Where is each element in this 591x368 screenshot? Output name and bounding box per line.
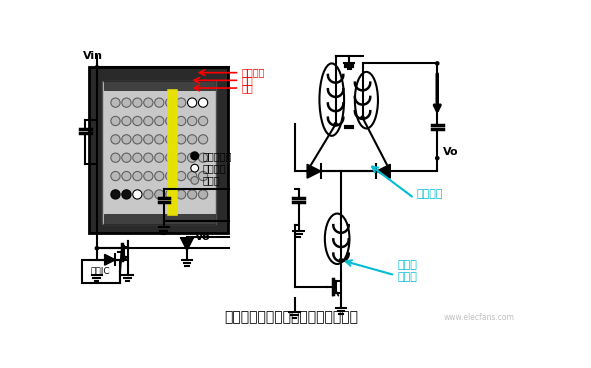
Circle shape (187, 153, 197, 162)
Circle shape (133, 98, 142, 107)
Circle shape (199, 135, 207, 144)
Circle shape (177, 190, 186, 199)
Circle shape (144, 116, 153, 125)
Circle shape (165, 98, 175, 107)
Polygon shape (181, 238, 193, 251)
Circle shape (165, 135, 175, 144)
Text: 骨架: 骨架 (242, 83, 254, 93)
Circle shape (199, 171, 207, 181)
Circle shape (177, 171, 186, 181)
Circle shape (133, 116, 142, 125)
Circle shape (122, 135, 131, 144)
Text: 使用一次侧辅助绕组作为法拉第屏蔽: 使用一次侧辅助绕组作为法拉第屏蔽 (224, 311, 358, 325)
Circle shape (187, 171, 197, 181)
Circle shape (191, 152, 199, 160)
Circle shape (133, 171, 142, 181)
Circle shape (187, 135, 197, 144)
Circle shape (165, 190, 175, 199)
Circle shape (155, 116, 164, 125)
Polygon shape (104, 81, 215, 91)
Polygon shape (104, 214, 215, 224)
Circle shape (435, 156, 440, 160)
Text: 绝缘胶带: 绝缘胶带 (242, 68, 265, 78)
Circle shape (435, 61, 440, 66)
Text: www.elecfans.com: www.elecfans.com (444, 313, 515, 322)
Circle shape (133, 190, 142, 199)
Circle shape (199, 190, 207, 199)
Circle shape (333, 122, 338, 127)
Circle shape (95, 246, 99, 251)
Circle shape (191, 164, 199, 172)
Circle shape (155, 153, 164, 162)
Circle shape (144, 98, 153, 107)
Circle shape (111, 98, 120, 107)
Circle shape (122, 190, 131, 199)
Text: 控制IC: 控制IC (91, 267, 111, 276)
Circle shape (165, 171, 175, 181)
Circle shape (144, 171, 153, 181)
Text: Vo: Vo (194, 232, 210, 242)
Circle shape (122, 153, 131, 162)
Circle shape (144, 190, 153, 199)
Bar (82, 260, 120, 283)
Text: 挡墙: 挡墙 (242, 75, 254, 85)
Circle shape (111, 116, 120, 125)
Text: 绕组起始端: 绕组起始端 (202, 151, 232, 161)
Circle shape (187, 190, 197, 199)
Circle shape (187, 98, 197, 107)
Circle shape (133, 135, 142, 144)
Circle shape (165, 116, 175, 125)
Circle shape (95, 65, 99, 70)
Text: 变压器
起始端: 变压器 起始端 (397, 261, 417, 282)
Text: 绕组末端: 绕组末端 (202, 163, 226, 173)
Circle shape (122, 116, 131, 125)
Circle shape (177, 153, 186, 162)
Text: 静默端: 静默端 (202, 176, 220, 185)
Circle shape (133, 153, 142, 162)
Circle shape (199, 153, 207, 162)
Circle shape (122, 98, 131, 107)
Circle shape (199, 116, 207, 125)
Circle shape (111, 153, 120, 162)
Circle shape (122, 171, 131, 181)
Text: 绕线顺序: 绕线顺序 (417, 189, 443, 199)
Circle shape (144, 135, 153, 144)
Text: Vo: Vo (443, 147, 459, 157)
Circle shape (361, 116, 365, 120)
Circle shape (177, 98, 186, 107)
Circle shape (199, 98, 207, 107)
Circle shape (177, 135, 186, 144)
Circle shape (155, 135, 164, 144)
Circle shape (165, 153, 175, 162)
Circle shape (155, 98, 164, 107)
Circle shape (111, 135, 120, 144)
Polygon shape (102, 81, 216, 224)
Text: Vin: Vin (83, 51, 103, 61)
Polygon shape (105, 254, 115, 265)
Circle shape (191, 177, 199, 184)
Polygon shape (89, 67, 228, 233)
Circle shape (339, 258, 343, 262)
Polygon shape (376, 164, 390, 178)
Circle shape (155, 190, 164, 199)
Circle shape (111, 171, 120, 181)
Circle shape (177, 116, 186, 125)
Circle shape (111, 190, 120, 199)
Polygon shape (307, 164, 321, 178)
Circle shape (155, 171, 164, 181)
Circle shape (144, 153, 153, 162)
Circle shape (187, 116, 197, 125)
